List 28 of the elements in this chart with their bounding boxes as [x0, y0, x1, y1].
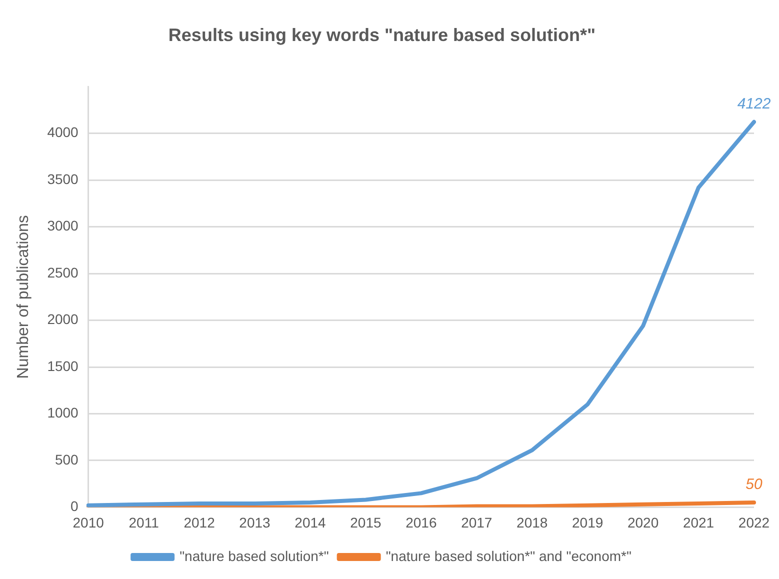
legend-label: "nature based solution*" and "econom*": [386, 548, 632, 564]
y-tick-label: 1000: [47, 404, 79, 421]
y-tick-label: 3000: [47, 218, 79, 234]
x-tick-label: 2017: [461, 514, 492, 530]
x-tick-label: 2015: [350, 514, 382, 530]
y-tick-label: 1500: [47, 358, 79, 374]
y-tick-label: 2000: [47, 311, 79, 328]
x-tick-label: 2021: [682, 514, 714, 530]
y-tick-label: 3500: [47, 170, 79, 187]
chart-title: Results using key words "nature based solution*": [168, 24, 596, 45]
x-tick-label: 2010: [72, 514, 104, 530]
x-tick-label: 2022: [738, 514, 770, 530]
y-axis-title: Number of publications: [15, 215, 32, 379]
x-tick-label: 2019: [572, 514, 604, 530]
data-label: 50: [746, 476, 763, 494]
x-tick-label: 2016: [406, 514, 437, 530]
y-tick-label: 0: [70, 498, 79, 514]
legend-label: "nature based solution*": [180, 548, 329, 564]
x-tick-label: 2020: [627, 514, 659, 530]
x-tick-label: 2018: [516, 514, 548, 530]
y-tick-label: 4000: [47, 124, 79, 140]
x-tick-label: 2012: [184, 514, 216, 530]
x-tick-label: 2013: [239, 514, 271, 530]
y-tick-label: 2500: [47, 264, 79, 280]
y-tick-label: 500: [54, 451, 79, 468]
data-label: 4122: [737, 96, 772, 113]
x-tick-label: 2011: [128, 514, 160, 530]
x-tick-label: 2014: [294, 514, 326, 530]
